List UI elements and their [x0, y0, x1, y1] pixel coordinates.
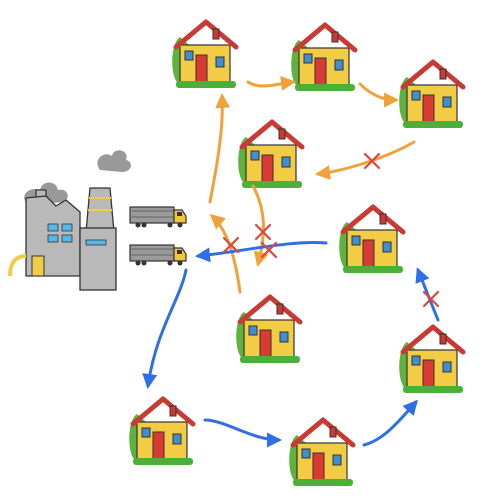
factory-icon: [8, 150, 131, 291]
blue-route: [142, 241, 440, 448]
truck-icon: [129, 206, 187, 229]
house-icon: [172, 22, 236, 88]
house-icon: [339, 207, 403, 273]
house-icon: [399, 327, 463, 393]
truck-icon: [129, 244, 187, 267]
house-icon: [291, 25, 355, 91]
orange-route: [208, 75, 416, 294]
house-icon: [236, 297, 300, 363]
house-icon: [399, 62, 463, 128]
house-icon: [238, 122, 302, 188]
house-icon: [129, 399, 193, 465]
house-icon: [289, 420, 353, 486]
